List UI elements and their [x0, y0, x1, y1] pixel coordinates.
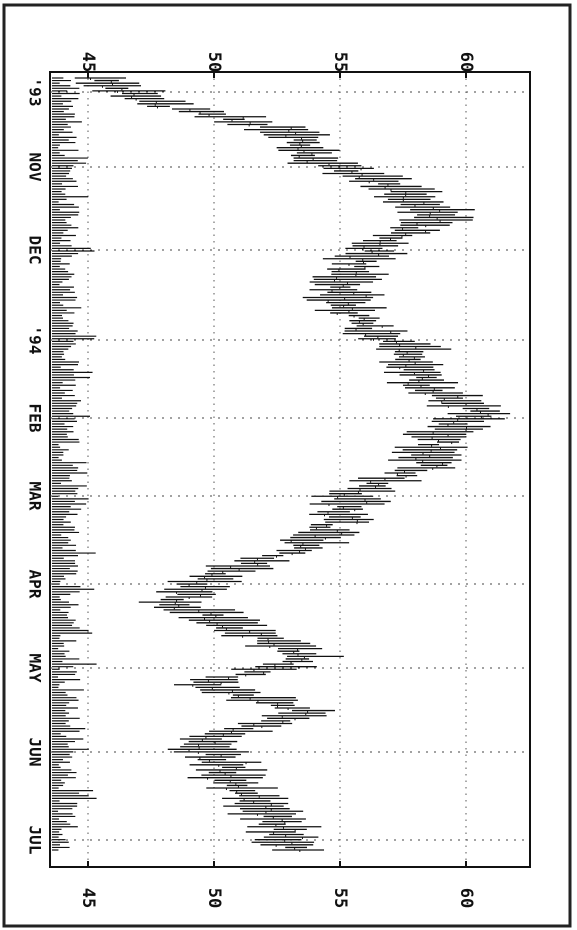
- month-tick-label: JUL: [26, 826, 45, 855]
- gridlines: [50, 72, 530, 867]
- outer-frame: [2, 3, 572, 928]
- top-price-tick-label: 55: [330, 52, 350, 72]
- month-tick-label: MAY: [26, 654, 45, 683]
- bottom-price-tick-label: 60: [456, 888, 476, 908]
- bottom-price-tick-label: 45: [78, 888, 98, 908]
- month-tick-label: MAR: [26, 482, 45, 511]
- month-tick-label: DEC: [26, 236, 45, 265]
- volume-bars: [52, 77, 97, 851]
- month-tick-label: APR: [26, 570, 45, 599]
- tick-labels: 45 45 50 50 55 55 60 60 '93 NOV DEC '94 FEB MAR APR MAY…: [26, 52, 477, 908]
- month-tick-label: FEB: [26, 404, 45, 433]
- bottom-price-tick-label: 55: [330, 888, 350, 908]
- top-price-tick-label: 60: [456, 52, 476, 72]
- month-tick-label: JUN: [26, 738, 45, 767]
- bottom-price-tick-label: 50: [204, 888, 224, 908]
- month-tick-label: NOV: [26, 153, 45, 182]
- month-tick-label: '94: [26, 326, 45, 355]
- plot-area: [49, 71, 531, 868]
- price-bars: [74, 77, 511, 852]
- top-price-tick-label: 50: [204, 52, 224, 72]
- month-tick-label: '93: [26, 78, 45, 107]
- top-price-tick-label: 45: [78, 52, 98, 72]
